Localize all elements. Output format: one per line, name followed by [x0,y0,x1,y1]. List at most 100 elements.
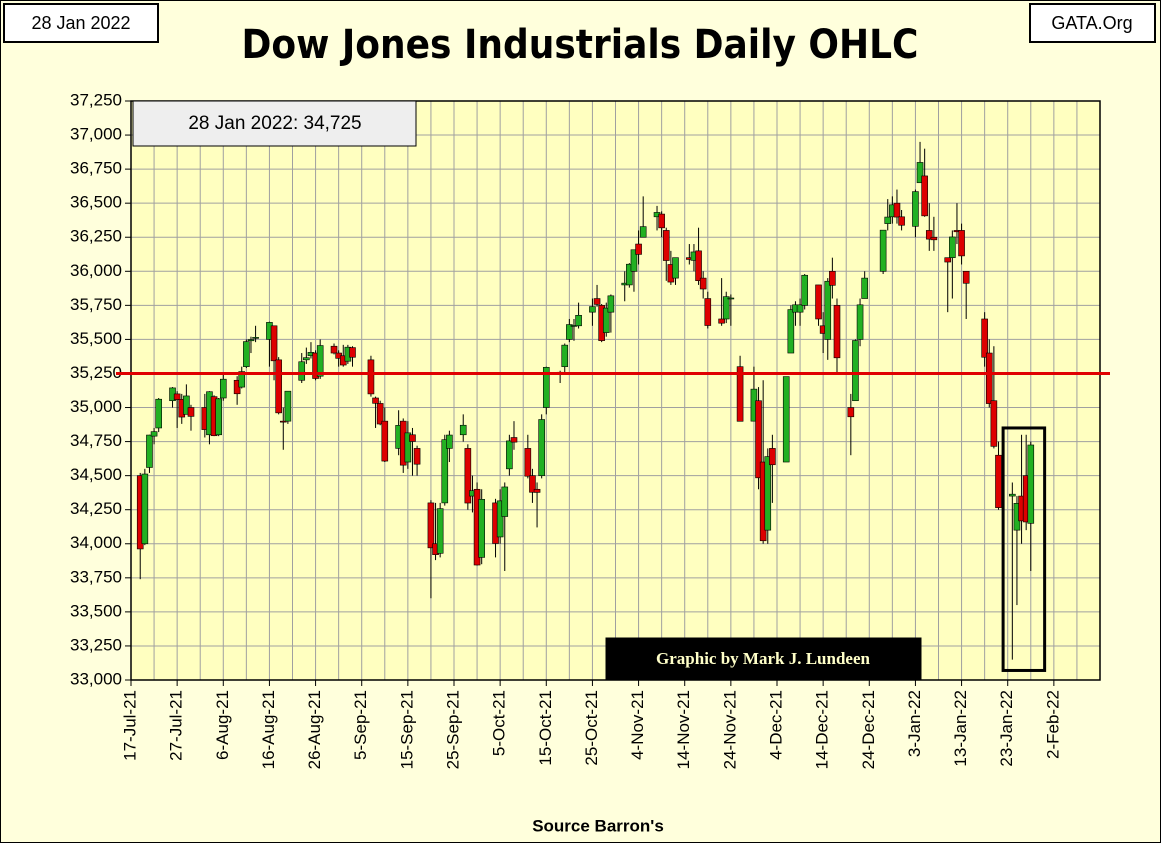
candle-body [847,407,855,418]
y-tick-label: 35,250 [70,363,122,382]
candle-body [630,249,638,272]
candle-body [925,230,933,240]
x-tick-label: 14-Dec-21 [813,690,832,769]
candle-body [921,175,928,217]
candle-body [215,398,222,436]
candle-body [349,347,356,358]
date-label: 28 Jan 2022 [31,13,130,33]
x-tick-label: 14-Nov-21 [674,690,693,769]
x-tick-label: 4-Dec-21 [766,690,785,760]
candle-body [252,337,259,339]
candle-body [413,448,421,465]
candle-body [944,257,952,263]
candle-body [243,341,250,367]
candle-body [990,400,998,447]
candle-body [566,324,573,340]
candle-body [879,229,887,272]
candle-body [1027,444,1035,524]
candle-body [722,296,730,320]
candle-body [658,213,665,229]
candle-body [829,270,836,286]
credit-label: Graphic by Mark J. Lundeen [656,649,870,668]
candle-body [718,318,725,324]
candle-body [270,325,278,362]
candle-body [589,306,596,313]
x-tick-label: 24-Dec-21 [859,690,878,769]
candle-body [626,263,633,286]
last-value-box [132,100,417,147]
candle-body [376,403,384,425]
candle-body [815,284,822,320]
last-value-label: 28 Jan 2022: 34,725 [188,113,361,134]
candle-body [958,230,965,257]
candle-body [796,304,804,313]
x-tick-label: 5-Sep-21 [351,690,370,760]
x-tick-label: 26-Aug-21 [305,690,324,769]
candle-body [150,431,158,437]
candle-body [916,162,924,184]
candle-body [478,499,485,558]
candle-body [284,390,292,422]
x-tick-label: 15-Oct-21 [536,690,555,766]
candle-body [155,398,162,429]
candle-body [602,307,610,333]
candle-body [912,191,919,227]
candle-body [985,352,993,404]
candle-body [427,502,435,549]
source: Source Barron's [532,816,664,835]
y-tick-label: 35,000 [70,397,122,416]
candle-body [183,395,190,415]
y-tick-label: 34,250 [70,499,122,518]
x-tick-label: 3-Jan-22 [905,690,924,757]
x-tick-label: 13-Jan-22 [951,690,970,767]
candle-body [861,277,868,299]
x-tick-label: 25-Sep-21 [443,690,462,769]
candle-body [372,397,379,404]
candle-body [833,305,841,359]
y-tick-label: 34,750 [70,431,122,450]
candle-body [575,314,582,327]
candle-body [995,454,1002,508]
candle-body [529,475,536,493]
date-box [3,3,159,43]
candle-body [764,456,772,531]
candle-body [303,357,310,361]
candle-body [524,448,532,477]
candle-body [884,216,892,224]
site-label: GATA.Org [1051,13,1132,33]
x-tick-label: 6-Aug-21 [213,690,232,760]
candle-body [727,297,735,300]
candle-body [607,295,615,313]
candle-body [141,473,149,545]
candle-body [538,419,545,476]
y-tick-label: 33,000 [70,669,122,688]
y-tick-label: 36,250 [70,227,122,246]
candle-body [510,437,518,443]
x-tick-label: 24-Nov-21 [720,690,739,769]
y-tick-label: 37,000 [70,125,122,144]
candle-body [962,270,970,284]
candle-body [219,378,227,399]
candle-body [330,345,338,354]
candle-body [533,488,541,493]
candle-body [316,345,324,377]
candle-body [409,434,416,442]
x-tick-label: 27-Jul-21 [167,690,186,761]
candle-body [787,309,795,354]
y-tick-label: 33,250 [70,635,122,654]
candle-body [672,257,679,279]
candle-body [893,202,901,218]
candle-body [436,508,444,554]
candle-body [247,339,255,342]
candle-body [238,371,246,388]
candle-body [593,298,601,305]
y-tick-label: 34,500 [70,465,122,484]
candle-body [852,340,859,402]
candle-body [506,440,513,470]
highlight-box [1001,426,1047,672]
candle-body [464,448,472,504]
y-tick-label: 33,500 [70,601,122,620]
candle-body [981,318,988,358]
candle-body [856,304,864,340]
